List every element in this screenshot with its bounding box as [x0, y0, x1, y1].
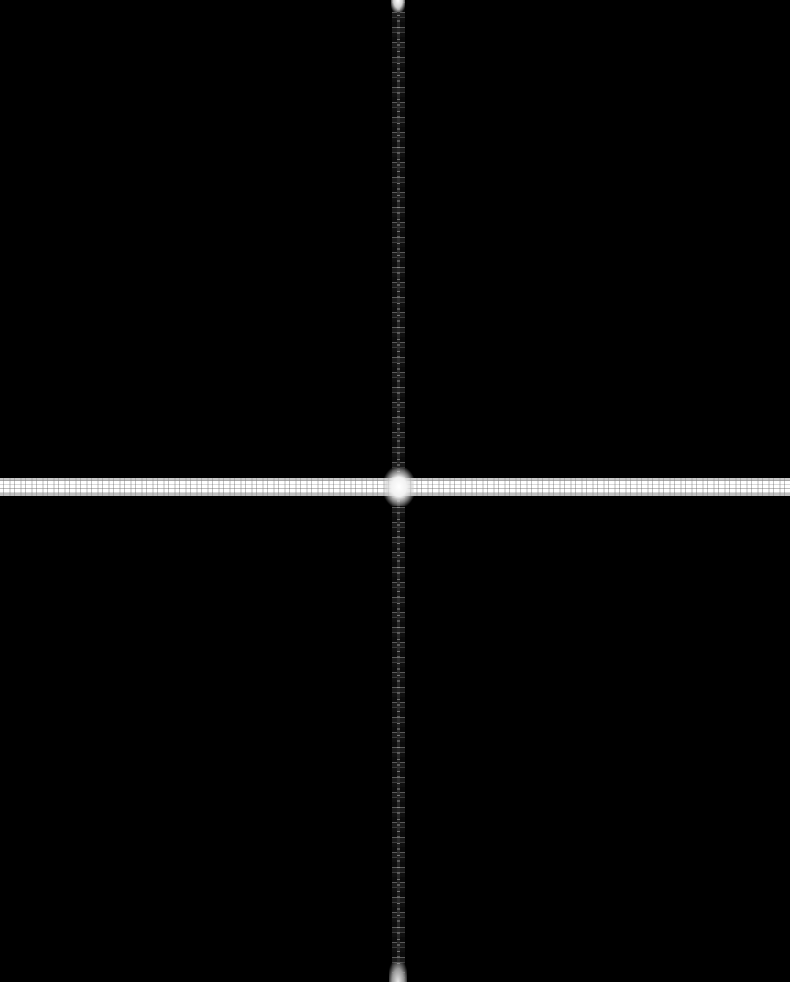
dark-panel-top-right — [405, 0, 790, 478]
dark-panel-top-left — [0, 0, 392, 478]
seam-junction-glow — [384, 468, 414, 506]
bottom-seam-glow — [389, 962, 407, 982]
dark-panel-bottom-left — [0, 496, 390, 982]
top-seam-glow — [391, 0, 405, 12]
dark-panel-bottom-right — [408, 496, 790, 982]
